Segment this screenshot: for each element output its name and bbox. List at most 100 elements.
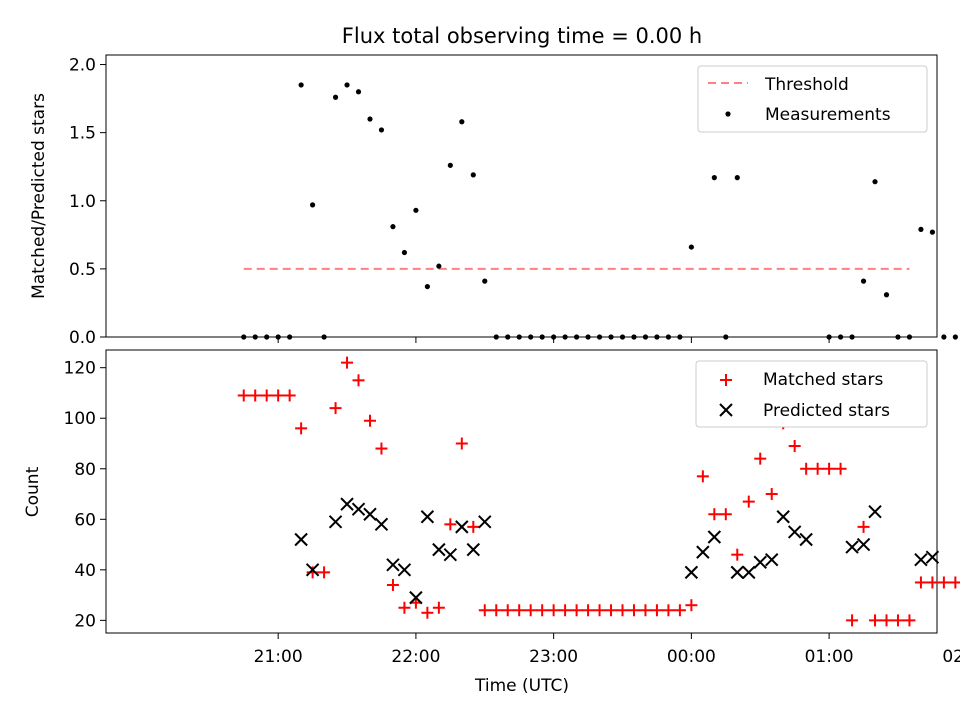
measurement-point xyxy=(355,89,362,95)
predicted-star-point xyxy=(753,555,767,569)
measurement-point xyxy=(688,244,694,250)
measurement-point xyxy=(493,334,499,340)
measurement-point xyxy=(573,334,580,340)
matched-star-point xyxy=(616,604,629,617)
measurement-point xyxy=(332,94,339,100)
matched-star-point xyxy=(765,488,778,501)
count-y-tick-label: 100 xyxy=(64,409,96,429)
matched-star-point xyxy=(432,601,445,614)
predicted-star-point xyxy=(386,558,400,572)
measurement-point xyxy=(321,334,327,340)
predicted-star-point xyxy=(765,553,779,567)
matched-star-point xyxy=(639,604,652,617)
count-x-tick-label: 00:00 xyxy=(667,647,716,667)
matched-star-point xyxy=(467,520,480,533)
measurement-point xyxy=(401,249,408,256)
count-x-tick-label: 02:00 xyxy=(942,647,960,667)
predicted-star-point xyxy=(351,502,366,516)
matched-star-point xyxy=(719,508,732,521)
measurement-point xyxy=(860,278,867,284)
predicted-star-point xyxy=(845,540,859,554)
measurement-point xyxy=(585,334,591,340)
matched-star-point xyxy=(237,389,250,402)
matched-star-point xyxy=(524,604,537,617)
predicted-star-point xyxy=(684,565,699,580)
predicted-star-point xyxy=(478,515,492,529)
measurement-point xyxy=(241,334,247,340)
threshold-legend-label: Threshold xyxy=(764,75,849,95)
measurement-point xyxy=(562,334,568,340)
matched-star-point xyxy=(731,548,744,561)
ratio-y-axis-label: Matched/Predicted stars xyxy=(29,93,49,299)
matched-star-point xyxy=(398,601,411,614)
measurement-point xyxy=(447,162,453,168)
matched-star-point xyxy=(455,437,468,450)
matched-star-point xyxy=(696,470,709,483)
predicted-star-point xyxy=(742,565,756,580)
measurement-point xyxy=(895,334,901,340)
matched-star-point xyxy=(501,604,514,617)
measurement-point xyxy=(482,278,488,284)
measurement-point xyxy=(539,334,545,340)
predicted-star-point xyxy=(374,517,389,532)
predicted-star-point xyxy=(443,547,458,562)
matched-star-point xyxy=(788,440,801,453)
predicted-legend-swatch xyxy=(719,403,733,417)
measurement-point xyxy=(826,334,832,340)
ratio-y-tick-label: 0.0 xyxy=(69,328,96,348)
matched-star-point xyxy=(513,604,526,617)
matched-star-point xyxy=(570,604,583,617)
measurement-point xyxy=(929,229,936,235)
count-ticks: 20 40 60 80 100 120 21:00 22:00 23:00 00:00 01:00 0… xyxy=(64,359,960,667)
measurement-point xyxy=(608,334,614,340)
matched-star-point xyxy=(869,614,882,627)
matched-star-point xyxy=(685,599,698,612)
predicted-star-point xyxy=(787,525,802,539)
measurement-point xyxy=(252,334,258,340)
measurement-point xyxy=(734,175,740,181)
matched-star-point xyxy=(593,604,606,617)
predicted-star-point xyxy=(730,565,744,580)
ratio-panel: Matched/Predicted stars 0.00.51.01.52.0 … xyxy=(29,54,958,348)
matched-star-point xyxy=(306,566,319,579)
measurement-point xyxy=(390,224,396,230)
count-axes-frame xyxy=(105,349,938,634)
count-x-tick-label: 23:00 xyxy=(529,647,578,667)
measurement-point xyxy=(528,334,534,340)
count-y-tick-label: 120 xyxy=(64,359,96,379)
matched-legend-swatch xyxy=(720,374,732,386)
measurement-point xyxy=(298,82,304,88)
measurement-point xyxy=(906,334,913,340)
measurement-point xyxy=(264,334,270,340)
predicted-star-point xyxy=(707,530,722,544)
count-x-tick-label: 22:00 xyxy=(391,647,440,667)
time-x-axis-label: Time (UTC) xyxy=(474,676,569,696)
matched-star-point xyxy=(673,604,686,617)
measurement-point xyxy=(654,334,660,340)
matched-star-point xyxy=(800,462,813,475)
matched-star-point xyxy=(249,389,262,402)
count-y-tick-label: 60 xyxy=(74,510,96,530)
matched-star-point xyxy=(857,520,870,533)
ratio-legend-box xyxy=(697,65,928,133)
matched-star-point xyxy=(295,422,308,435)
measurement-point xyxy=(551,334,557,340)
matched-star-point xyxy=(605,604,618,617)
matched-star-point xyxy=(444,518,457,531)
predicted-star-point xyxy=(305,563,320,577)
measurement-point xyxy=(436,263,442,269)
matched-star-point xyxy=(754,452,767,465)
predicted-star-point xyxy=(432,542,446,557)
predicted-star-point xyxy=(420,510,435,524)
measurements-legend-label: Measurements xyxy=(765,105,891,125)
matched-star-point xyxy=(478,604,491,617)
matched-star-point xyxy=(662,604,675,617)
count-y-tick-label: 80 xyxy=(74,460,96,480)
matched-star-point xyxy=(926,576,939,589)
measurement-point xyxy=(952,334,958,340)
predicted-star-point xyxy=(925,550,940,564)
measurement-point xyxy=(631,334,637,340)
measurements-legend-swatch xyxy=(725,111,731,117)
measurement-point xyxy=(711,175,717,181)
